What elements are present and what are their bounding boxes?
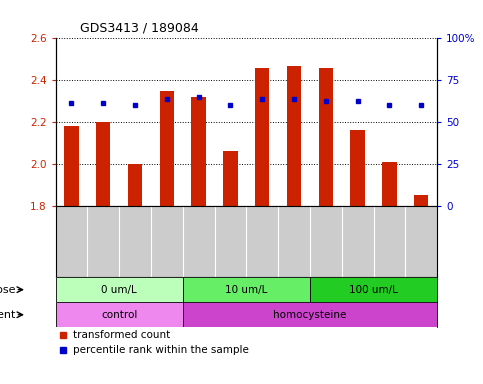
Bar: [56, 302, 183, 327]
Text: 100 um/L: 100 um/L: [349, 285, 398, 295]
Text: control: control: [101, 310, 137, 320]
Bar: [255, 68, 270, 205]
Text: transformed count: transformed count: [73, 330, 170, 340]
Bar: [183, 277, 310, 302]
Bar: [160, 91, 174, 205]
Text: 0 um/L: 0 um/L: [101, 285, 137, 295]
Text: homocysteine: homocysteine: [273, 310, 347, 320]
Bar: [310, 277, 437, 302]
Bar: [56, 277, 183, 302]
Text: 10 um/L: 10 um/L: [225, 285, 268, 295]
Bar: [319, 68, 333, 205]
Text: GDS3413 / 189084: GDS3413 / 189084: [80, 22, 199, 35]
Bar: [414, 195, 428, 205]
Bar: [191, 97, 206, 205]
Bar: [351, 130, 365, 205]
Bar: [128, 164, 142, 205]
Bar: [183, 302, 437, 327]
Bar: [223, 151, 238, 205]
Text: agent: agent: [0, 310, 15, 320]
Text: percentile rank within the sample: percentile rank within the sample: [73, 345, 249, 355]
Bar: [96, 122, 111, 205]
Text: dose: dose: [0, 285, 15, 295]
Bar: [287, 66, 301, 205]
Bar: [64, 126, 79, 205]
Bar: [382, 162, 397, 205]
